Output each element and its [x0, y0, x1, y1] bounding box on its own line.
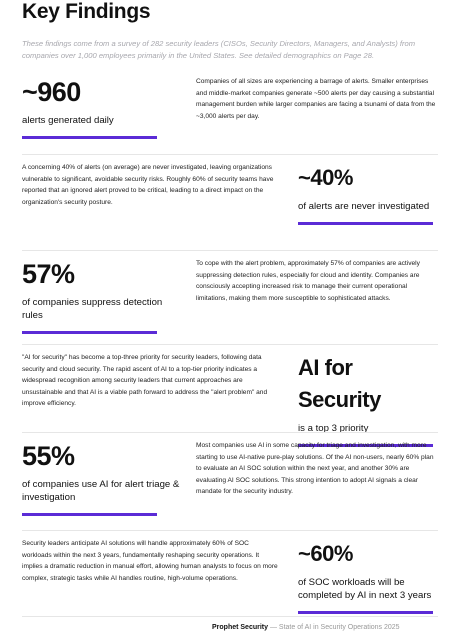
separator [22, 154, 438, 155]
separator [22, 616, 438, 617]
stat: 57% [22, 259, 75, 289]
intro: These findings come from a survey of 282… [22, 39, 416, 60]
finding: AI for Security is a top 3 priority "AI fo… [22, 352, 438, 447]
stat-block: 55% of companies use AI for alert triage … [22, 440, 182, 516]
finding: ~960 alerts generated daily Companies of a… [22, 76, 438, 139]
separator [22, 344, 438, 345]
finding: ~60% of SOC workloads will be completed b… [22, 538, 438, 614]
finding-text: To cope with the alert problem, approxim… [196, 260, 420, 302]
footer-dash: — [269, 624, 279, 631]
separator [22, 530, 438, 531]
stat-block: AI for Security is a top 3 priority [298, 352, 438, 447]
footer-report: State of AI in Security Operations 2025 [278, 624, 400, 631]
stat: 55% [22, 441, 75, 471]
stat-caption: is a top 3 priority [298, 423, 369, 434]
stat: AI for Security [298, 355, 381, 412]
separator [22, 432, 438, 433]
finding: 57% of companies suppress detection rules… [22, 258, 438, 334]
stat-block: ~60% of SOC workloads will be completed b… [298, 538, 438, 614]
accent-bar [22, 136, 157, 139]
finding: 55% of companies use AI for alert triage … [22, 440, 438, 516]
accent-bar [22, 331, 157, 334]
accent-bar [22, 513, 157, 516]
footer: Prophet Security — State of AI in Securi… [212, 624, 400, 631]
accent-bar [298, 611, 433, 614]
stat-caption: of companies use AI for alert triage & i… [22, 479, 180, 503]
stat-block: ~40% of alerts are never investigated [298, 162, 438, 225]
stat-caption: of companies suppress detection rules [22, 297, 163, 321]
finding-text: "AI for security" has become a top-three… [22, 354, 268, 408]
stat: ~60% [298, 541, 353, 566]
stat-block: ~960 alerts generated daily [22, 76, 182, 139]
title: Key Findings [22, 0, 151, 23]
finding-text: A concerning 40% of alerts (on average) … [22, 164, 274, 206]
finding: ~40% of alerts are never investigated A co… [22, 162, 438, 225]
separator [22, 250, 438, 251]
finding-text: Security leaders anticipate AI solutions… [22, 540, 278, 582]
accent-bar [298, 444, 433, 447]
finding-text: Most companies use AI in some capacity f… [196, 442, 434, 496]
stat: ~960 [22, 77, 81, 107]
footer-brand: Prophet Security [212, 624, 269, 631]
stat-caption: of SOC workloads will be completed by AI… [298, 577, 432, 601]
stat: ~40% [298, 165, 353, 190]
finding-text: Companies of all sizes are experiencing … [196, 78, 436, 120]
stat-caption: alerts generated daily [22, 115, 114, 126]
stat-caption: of alerts are never investigated [298, 201, 430, 212]
accent-bar [298, 222, 433, 225]
stat-block: 57% of companies suppress detection rules [22, 258, 182, 334]
